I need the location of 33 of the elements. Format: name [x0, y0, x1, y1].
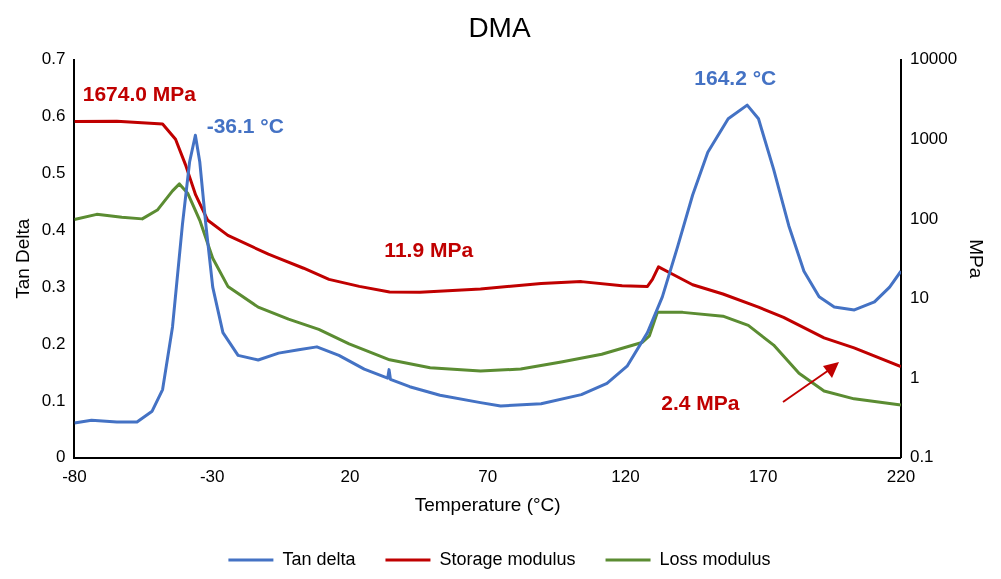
x-tick-label: 220	[886, 466, 916, 486]
x-axis-title: Temperature (°C)	[414, 493, 561, 515]
annotation: 1674.0 MPa	[82, 82, 197, 106]
y-tick-label: 0.4	[41, 219, 66, 239]
y-tick-label: 0.1	[41, 390, 66, 410]
y-tick-label: 0.3	[41, 276, 66, 296]
y-axis-title: Tan Delta	[11, 218, 33, 299]
x-tick-label: 120	[611, 466, 640, 486]
y-tick-label: 0	[55, 447, 66, 467]
legend-label: Storage modulus	[439, 548, 576, 569]
y2-tick-label: 100	[909, 208, 939, 228]
y2-tick-label: 10000	[909, 49, 958, 69]
x-tick-label: -80	[62, 466, 87, 486]
y-tick-label: 0.6	[41, 106, 66, 126]
annotation: 2.4 MPa	[661, 390, 740, 414]
chart-title: DMA	[468, 11, 531, 43]
y-tick-label: 0.5	[41, 163, 66, 183]
legend-label: Tan delta	[282, 548, 357, 569]
x-tick-label: 20	[340, 466, 360, 486]
annotation: -36.1 °C	[206, 114, 284, 138]
y2-tick-label: 1000	[909, 128, 948, 148]
annotation: 11.9 MPa	[384, 237, 474, 261]
legend-label: Loss modulus	[659, 548, 771, 569]
y2-tick-label: 1	[909, 367, 920, 387]
y-tick-label: 0.2	[41, 333, 66, 353]
x-tick-label: 70	[478, 466, 498, 486]
x-tick-label: -30	[199, 466, 225, 486]
y2-axis-title: MPa	[966, 239, 988, 279]
y-tick-label: 0.7	[41, 49, 66, 69]
y2-tick-label: 10	[909, 288, 929, 308]
annotation: 164.2 °C	[694, 66, 777, 90]
y2-tick-label: 0.1	[909, 447, 934, 467]
x-tick-label: 170	[748, 466, 778, 486]
